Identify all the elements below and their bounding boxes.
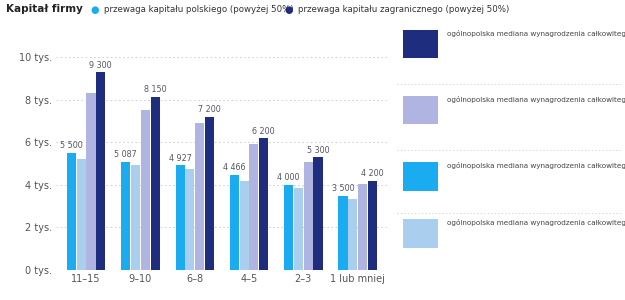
Bar [185,169,194,270]
Text: ogólnopolska mediana wynagrodzenia całkowitego absolwentów studiów podyplomowych: ogólnopolska mediana wynagrodzenia całko… [447,162,625,169]
Bar [249,145,259,270]
Text: 4 200: 4 200 [361,169,384,178]
Text: ●: ● [91,5,99,15]
Text: 3 500: 3 500 [332,184,354,193]
Text: Kapitał firmy: Kapitał firmy [6,4,83,14]
Text: ●: ● [284,5,293,15]
Bar [121,162,130,270]
Text: ogólnopolska mediana wynagrodzenia całkowitego osób z wykształceniem wyższym z r: ogólnopolska mediana wynagrodzenia całko… [447,219,625,226]
Bar [239,181,249,270]
Text: 4 000: 4 000 [278,173,300,182]
Bar [141,110,150,270]
Bar [304,161,312,270]
Text: 6 200: 6 200 [253,127,275,136]
Bar [284,185,293,270]
Text: ogólnopolska mediana wynagrodzenia całkowitego absolwentów studiów podyplomowych: ogólnopolska mediana wynagrodzenia całko… [447,30,625,37]
Bar [338,196,348,270]
Text: 5 300: 5 300 [307,146,329,155]
Bar [314,157,322,270]
Text: 4 927: 4 927 [169,154,191,163]
Bar [230,175,239,270]
Text: 7 200: 7 200 [198,105,221,114]
Bar [205,117,214,270]
Bar [294,188,303,270]
Bar [67,153,76,270]
Bar [96,72,106,270]
Text: 5 500: 5 500 [60,141,83,150]
Bar [86,93,96,270]
Bar [176,165,184,270]
Bar [195,123,204,270]
Text: przewaga kapitału polskiego (powyżej 50%): przewaga kapitału polskiego (powyżej 50%… [104,5,294,14]
Bar [348,199,358,270]
Text: ogólnopolska mediana wynagrodzenia całkowitego osób z wykształceniem wyższym z r: ogólnopolska mediana wynagrodzenia całko… [447,96,625,103]
Bar [131,165,140,270]
Text: przewaga kapitału zagranicznego (powyżej 50%): przewaga kapitału zagranicznego (powyżej… [298,5,509,14]
Bar [151,97,159,270]
Bar [259,138,268,270]
Bar [77,159,86,270]
Text: 5 087: 5 087 [114,150,137,159]
Bar [358,184,367,270]
Bar [368,181,377,270]
Text: 8 150: 8 150 [144,85,166,94]
Text: 9 300: 9 300 [89,61,112,70]
Text: 4 466: 4 466 [223,164,246,172]
